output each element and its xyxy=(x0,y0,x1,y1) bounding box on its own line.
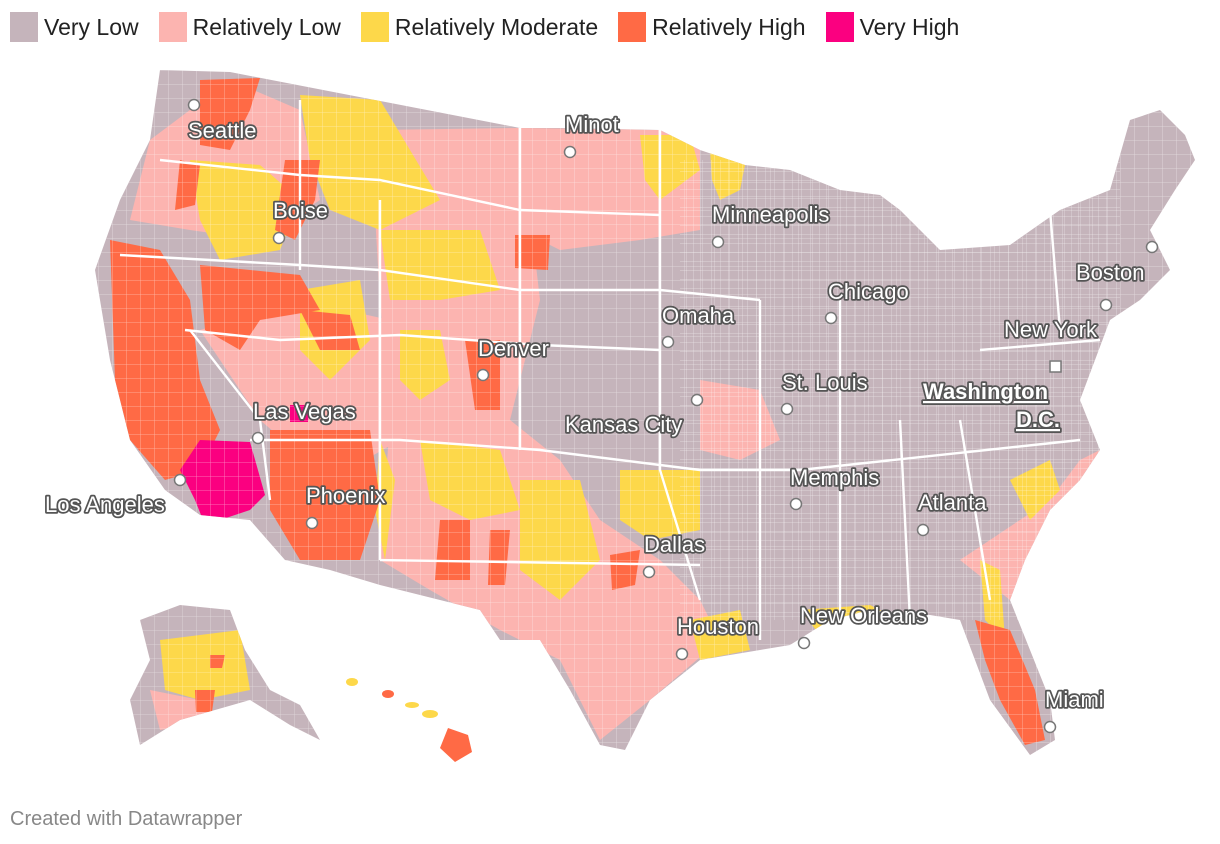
city-label-minot: Minot xyxy=(565,112,619,137)
city-marker-seattle xyxy=(187,98,201,112)
city-label-washington-dc-line2: D.C. xyxy=(1016,407,1060,432)
us-county-risk-map: Seattle Minot Boise Minneapolis Boston C… xyxy=(43,70,1195,762)
city-marker-memphis xyxy=(789,497,803,511)
city-marker-denver xyxy=(476,368,490,382)
city-label-las-vegas: Las Vegas xyxy=(253,399,356,424)
city-marker-las-vegas xyxy=(251,431,265,445)
legend-swatch xyxy=(10,12,38,42)
city-marker-minot xyxy=(563,145,577,159)
city-label-st-louis: St. Louis xyxy=(782,370,868,395)
legend-item-very-low: Very Low xyxy=(10,12,139,42)
legend-item-relatively-moderate: Relatively Moderate xyxy=(360,12,599,42)
legend-label: Relatively Low xyxy=(192,13,341,40)
city-marker-los-angeles xyxy=(173,473,187,487)
city-marker-new-orleans xyxy=(797,636,811,650)
city-label-omaha: Omaha xyxy=(662,303,735,328)
city-marker-dallas xyxy=(642,565,656,579)
hawaii xyxy=(346,678,472,762)
city-markers: Seattle Minot Boise Minneapolis Boston C… xyxy=(43,98,1159,734)
city-label-memphis: Memphis xyxy=(790,465,879,490)
footer-credit: Created with Datawrapper xyxy=(10,808,243,830)
city-marker-st-louis xyxy=(780,402,794,416)
legend-label: Relatively High xyxy=(652,13,806,40)
city-label-new-orleans: New Orleans xyxy=(800,603,927,628)
legend-label: Very Low xyxy=(44,13,139,40)
city-label-phoenix: Phoenix xyxy=(306,483,386,508)
alaska xyxy=(130,605,320,745)
city-marker-miami xyxy=(1043,720,1057,734)
city-marker-omaha xyxy=(661,335,675,349)
city-marker-kansas-city xyxy=(690,393,704,407)
city-label-chicago: Chicago xyxy=(828,279,909,304)
city-label-seattle: Seattle xyxy=(188,118,257,143)
city-label-boston: Boston xyxy=(1076,260,1145,285)
city-marker-chicago xyxy=(824,311,838,325)
city-label-boise: Boise xyxy=(273,198,328,223)
legend-swatch xyxy=(158,12,187,42)
city-marker-boise xyxy=(272,231,286,245)
city-label-dallas: Dallas xyxy=(644,532,705,557)
city-marker-atlanta xyxy=(916,523,930,537)
city-label-denver: Denver xyxy=(478,336,549,361)
legend-item-relatively-low: Relatively Low xyxy=(158,12,341,42)
city-label-miami: Miami xyxy=(1045,687,1104,712)
city-marker-minneapolis xyxy=(711,235,725,249)
hawaii-island xyxy=(346,678,358,686)
city-marker-phoenix xyxy=(305,516,319,530)
legend-item-relatively-high: Relatively High xyxy=(618,12,806,42)
map-legend: Very Low Relatively Low Relatively Moder… xyxy=(10,12,979,42)
city-label-kansas-city: Kansas City xyxy=(565,412,682,437)
legend-swatch xyxy=(618,12,647,42)
hawaii-island xyxy=(382,690,394,698)
legend-label: Very High xyxy=(859,13,960,40)
legend-label: Relatively Moderate xyxy=(394,13,599,40)
city-marker-washington-dc xyxy=(1049,360,1062,373)
legend-swatch xyxy=(825,12,854,42)
city-label-los-angeles: Los Angeles xyxy=(45,492,165,517)
county-boundaries-east xyxy=(680,160,1120,620)
hawaii-big-island xyxy=(440,728,472,762)
state-borders xyxy=(119,100,1101,640)
hawaii-island xyxy=(405,702,419,708)
city-marker-boston xyxy=(1145,240,1159,254)
city-label-atlanta: Atlanta xyxy=(918,490,987,515)
city-label-minneapolis: Minneapolis xyxy=(712,202,829,227)
city-label-washington-dc: Washington xyxy=(923,379,1048,404)
city-label-new-york: New York xyxy=(1004,317,1098,342)
city-label-houston: Houston xyxy=(677,614,759,639)
city-marker-houston xyxy=(675,647,689,661)
legend-swatch xyxy=(360,12,389,42)
hawaii-island xyxy=(422,710,438,718)
city-marker-new-york xyxy=(1099,298,1113,312)
legend-item-very-high: Very High xyxy=(825,12,960,42)
